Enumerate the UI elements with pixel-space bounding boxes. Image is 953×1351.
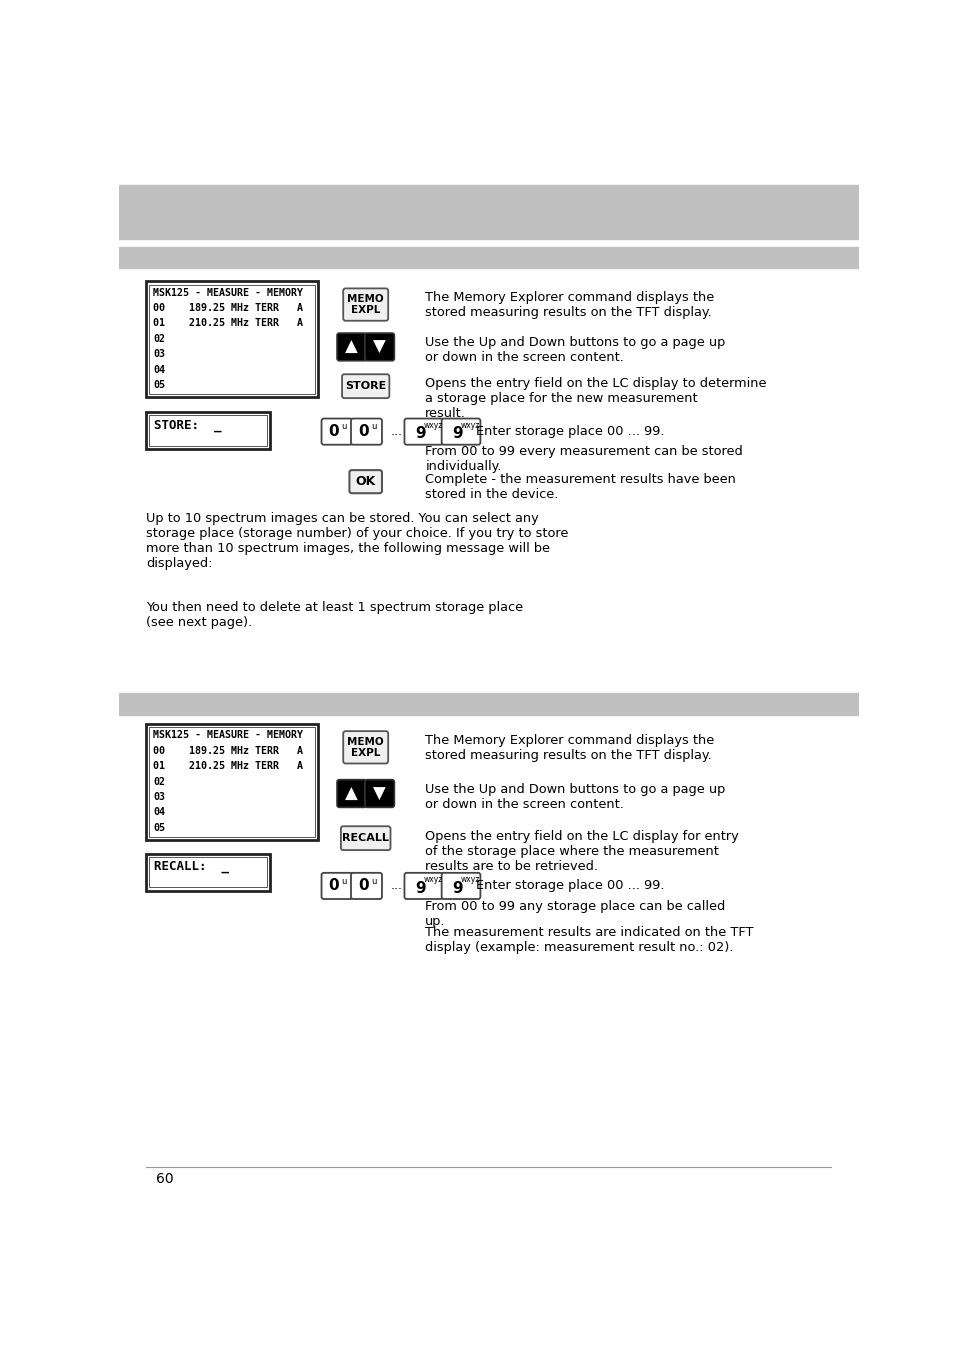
Text: ▼: ▼ [373, 338, 386, 355]
Text: ▲: ▲ [345, 338, 357, 355]
Text: 60: 60 [156, 1171, 173, 1186]
Bar [146, 724, 318, 840]
Text: The measurement results are indicated on the TFT
display (example: measurement r: The measurement results are indicated on… [425, 925, 753, 954]
Text: OK: OK [355, 476, 375, 488]
FancyBboxPatch shape [441, 419, 480, 444]
Text: 0: 0 [357, 424, 368, 439]
Text: 03: 03 [153, 349, 165, 359]
Text: 00    189.25 MHz TERR   A: 00 189.25 MHz TERR A [153, 746, 303, 755]
FancyBboxPatch shape [336, 334, 366, 361]
Text: STORE:  _: STORE: _ [154, 419, 221, 431]
Text: u: u [371, 877, 375, 886]
Text: 9: 9 [452, 881, 463, 896]
Text: ...: ... [391, 880, 402, 893]
Text: You then need to delete at least 1 spectrum storage place
(see next page).: You then need to delete at least 1 spect… [146, 601, 523, 630]
Text: 02: 02 [153, 334, 165, 345]
Text: 01    210.25 MHz TERR   A: 01 210.25 MHz TERR A [153, 761, 303, 771]
Text: 9: 9 [415, 881, 426, 896]
FancyBboxPatch shape [441, 873, 480, 898]
Text: 0: 0 [328, 424, 339, 439]
Text: 00    189.25 MHz TERR   A: 00 189.25 MHz TERR A [153, 303, 303, 313]
Text: 01    210.25 MHz TERR   A: 01 210.25 MHz TERR A [153, 319, 303, 328]
FancyBboxPatch shape [351, 419, 381, 444]
Text: u: u [371, 423, 375, 431]
Bar [150, 727, 315, 836]
Text: From 00 to 99 every measurement can be stored
individually.: From 00 to 99 every measurement can be s… [425, 446, 742, 473]
FancyBboxPatch shape [342, 374, 389, 399]
Bar [146, 281, 318, 397]
Text: 05: 05 [153, 823, 165, 832]
Text: 0: 0 [357, 878, 368, 893]
FancyBboxPatch shape [365, 334, 394, 361]
Text: wxyz: wxyz [460, 875, 479, 885]
FancyBboxPatch shape [349, 470, 381, 493]
Text: 0: 0 [328, 878, 339, 893]
Text: MEMO
EXPL: MEMO EXPL [347, 293, 384, 315]
Text: wxyz: wxyz [460, 422, 479, 430]
FancyBboxPatch shape [343, 288, 388, 320]
Text: MEMO
EXPL: MEMO EXPL [347, 736, 384, 758]
Text: Up to 10 spectrum images can be stored. You can select any
storage place (storag: Up to 10 spectrum images can be stored. … [146, 512, 568, 570]
FancyBboxPatch shape [321, 419, 353, 444]
Text: ▼: ▼ [373, 785, 386, 802]
Text: wxyz: wxyz [423, 875, 442, 885]
Text: MSK125 - MEASURE - MEMORY: MSK125 - MEASURE - MEMORY [153, 731, 303, 740]
Text: u: u [341, 877, 346, 886]
Bar [150, 285, 315, 394]
Text: 9: 9 [452, 427, 463, 442]
Text: Enter storage place 00 ... 99.: Enter storage place 00 ... 99. [476, 880, 663, 893]
Text: 04: 04 [153, 365, 165, 374]
Bar [150, 416, 267, 446]
Text: 9: 9 [415, 427, 426, 442]
Bar [119, 693, 858, 715]
Bar [150, 857, 267, 888]
Text: 05: 05 [153, 380, 165, 390]
Bar [119, 247, 858, 269]
Text: STORE: STORE [345, 381, 386, 392]
FancyBboxPatch shape [404, 873, 443, 898]
Text: RECALL: RECALL [342, 834, 389, 843]
FancyBboxPatch shape [343, 731, 388, 763]
FancyBboxPatch shape [404, 419, 443, 444]
Text: u: u [341, 423, 346, 431]
Text: 04: 04 [153, 808, 165, 817]
FancyBboxPatch shape [321, 873, 353, 898]
Text: Opens the entry field on the LC display for entry
of the storage place where the: Opens the entry field on the LC display … [425, 830, 739, 873]
FancyBboxPatch shape [340, 827, 390, 850]
Text: From 00 to 99 any storage place can be called
up.: From 00 to 99 any storage place can be c… [425, 900, 725, 928]
Text: ...: ... [391, 426, 402, 438]
Text: 02: 02 [153, 777, 165, 786]
Text: Use the Up and Down buttons to go a page up
or down in the screen content.: Use the Up and Down buttons to go a page… [425, 782, 725, 811]
FancyBboxPatch shape [336, 780, 366, 808]
Text: wxyz: wxyz [423, 422, 442, 430]
Text: 03: 03 [153, 792, 165, 802]
Text: RECALL:  _: RECALL: _ [154, 859, 229, 873]
Text: Enter storage place 00 ... 99.: Enter storage place 00 ... 99. [476, 426, 663, 438]
Text: The Memory Explorer command displays the
stored measuring results on the TFT dis: The Memory Explorer command displays the… [425, 292, 714, 319]
Text: Use the Up and Down buttons to go a page up
or down in the screen content.: Use the Up and Down buttons to go a page… [425, 336, 725, 365]
FancyBboxPatch shape [351, 873, 381, 898]
Text: Complete - the measurement results have been
stored in the device.: Complete - the measurement results have … [425, 473, 736, 501]
FancyBboxPatch shape [365, 780, 394, 808]
Text: ▲: ▲ [345, 785, 357, 802]
Text: MSK125 - MEASURE - MEMORY: MSK125 - MEASURE - MEMORY [153, 288, 303, 297]
Bar [119, 185, 858, 239]
Text: Opens the entry field on the LC display to determine
a storage place for the new: Opens the entry field on the LC display … [425, 377, 766, 420]
Bar [146, 854, 270, 890]
Bar [146, 412, 270, 450]
Text: The Memory Explorer command displays the
stored measuring results on the TFT dis: The Memory Explorer command displays the… [425, 734, 714, 762]
